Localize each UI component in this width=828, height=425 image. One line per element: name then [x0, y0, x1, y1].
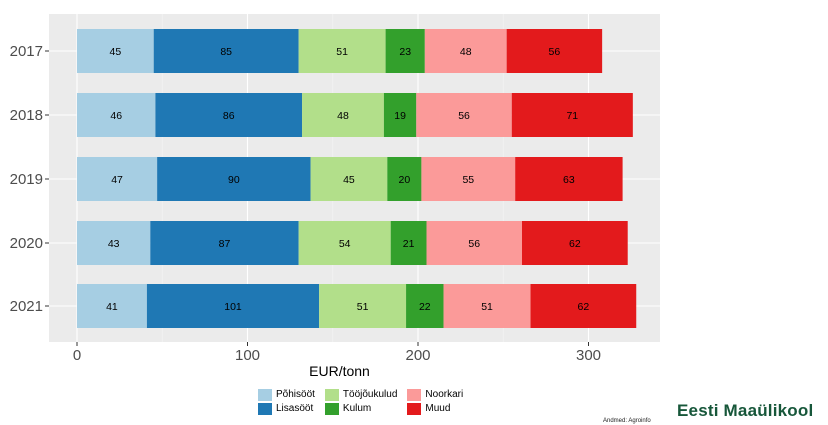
bar-segment-2017-lisasööt — [153, 29, 299, 73]
y-tick-label: 2017 — [10, 43, 43, 60]
bar-segment-2017-kulum — [385, 29, 425, 73]
bars-layer — [77, 29, 637, 328]
x-tick-label: 100 — [235, 347, 260, 364]
bar-value-label: 51 — [336, 46, 348, 58]
bar-value-label: 41 — [106, 301, 118, 313]
bar-value-label: 63 — [563, 174, 575, 186]
bar-segment-2018-lisasööt — [155, 93, 303, 137]
bar-segment-2017-muud — [506, 29, 603, 73]
y-tick-label: 2021 — [10, 298, 43, 315]
bar-value-label: 85 — [220, 46, 232, 58]
bar-value-label: 45 — [110, 46, 122, 58]
legend-item-põhisööt: Põhisööt — [258, 388, 315, 401]
legend-item-kulum: Kulum — [324, 402, 397, 415]
bar-segment-2020-põhisööt — [77, 221, 151, 265]
bar-segment-2019-kulum — [387, 157, 422, 201]
legend-key-swatch — [324, 388, 339, 401]
legend-item-muud: Muud — [407, 402, 463, 415]
bar-value-label: 43 — [108, 238, 120, 250]
bar-segment-2021-kulum — [406, 284, 444, 328]
legend-key-swatch — [258, 402, 272, 415]
bar-segment-2020-lisasööt — [150, 221, 299, 265]
bar-value-label: 46 — [110, 110, 122, 122]
y-tick-label: 2020 — [10, 235, 43, 252]
legend-label: Noorkari — [425, 389, 464, 400]
bar-value-label: 101 — [224, 301, 242, 313]
bar-segment-2021-tööjõukulud — [319, 284, 407, 328]
y-tick-label: 2018 — [10, 107, 43, 124]
x-tick-label: 300 — [576, 347, 601, 364]
bar-segment-2019-noorkari — [421, 157, 516, 201]
bar-segment-2018-noorkari — [416, 93, 512, 137]
x-tick-label: 0 — [73, 347, 81, 364]
legend-key-swatch — [258, 388, 272, 401]
bar-segment-2018-põhisööt — [77, 93, 156, 137]
legend-key-swatch — [324, 402, 339, 415]
bar-segment-2020-noorkari — [426, 221, 523, 265]
bar-value-label: 87 — [219, 238, 231, 250]
legend-label: Lisasööt — [276, 403, 314, 414]
bar-value-label: 56 — [458, 110, 470, 122]
legend-label: Muud — [425, 403, 451, 414]
bar-segment-2021-põhisööt — [77, 284, 147, 328]
bar-segment-2018-kulum — [383, 93, 417, 137]
bar-value-label: 47 — [111, 174, 123, 186]
bar-value-label: 55 — [462, 174, 474, 186]
bar-value-label: 62 — [578, 301, 590, 313]
bar-value-label: 51 — [357, 301, 369, 313]
bar-value-label: 48 — [460, 46, 472, 58]
legend-item-tööjõukulud: Tööjõukulud — [324, 388, 398, 401]
bar-value-label: 54 — [339, 238, 351, 250]
bar-segment-2021-noorkari — [443, 284, 531, 328]
bar-segment-2017-noorkari — [424, 29, 507, 73]
y-axis: 2017 2018 2019 2020 2021 — [10, 43, 49, 315]
brand-logo-text: Eesti Maaülikool — [677, 401, 814, 420]
bar-segment-2019-põhisööt — [77, 157, 158, 201]
bar-value-label: 90 — [228, 174, 240, 186]
legend-item-noorkari: Noorkari — [407, 388, 463, 401]
x-axis: 0 100 200 300 — [73, 342, 601, 364]
x-axis-label: EUR/tonn — [309, 363, 370, 379]
legend-key-swatch — [407, 402, 422, 415]
bar-segment-2020-muud — [522, 221, 628, 265]
legend-label: Tööjõukulud — [342, 389, 398, 400]
bar-value-label: 56 — [468, 238, 480, 250]
bar-value-label: 23 — [399, 46, 411, 58]
bar-segment-2020-kulum — [390, 221, 427, 265]
bar-segment-2020-tööjõukulud — [298, 221, 391, 265]
bar-value-label: 51 — [481, 301, 493, 313]
bar-segment-2021-muud — [530, 284, 637, 328]
bar-value-label: 22 — [419, 301, 431, 313]
bar-segment-2019-lisasööt — [157, 157, 311, 201]
bar-value-label: 71 — [566, 110, 578, 122]
bar-segment-2018-tööjõukulud — [302, 93, 384, 137]
bar-segment-2017-põhisööt — [77, 29, 154, 73]
bar-segment-2019-muud — [515, 157, 623, 201]
bar-segment-2017-tööjõukulud — [298, 29, 386, 73]
legend-key-swatch — [407, 388, 422, 401]
bar-segment-2019-tööjõukulud — [310, 157, 388, 201]
bar-segment-2018-muud — [511, 93, 633, 137]
bar-value-label: 21 — [403, 238, 415, 250]
value-labels-layer: 45 85 51 23 48 56 46 86 48 19 56 71 47 90 45 20 55 63 43 87… — [106, 46, 589, 313]
legend-label: Kulum — [342, 403, 372, 414]
legend-item-lisasööt: Lisasööt — [258, 402, 315, 415]
y-tick-label: 2019 — [10, 171, 43, 188]
legend-label: Põhisööt — [276, 389, 315, 400]
bar-value-label: 62 — [569, 238, 581, 250]
bar-segment-2021-lisasööt — [146, 284, 320, 328]
bar-value-label: 45 — [343, 174, 355, 186]
bar-value-label: 56 — [549, 46, 561, 58]
bar-value-label: 48 — [337, 110, 349, 122]
legend: Põhisööt Tööjõukulud Noorkari Lisasööt Kulum… — [258, 388, 463, 415]
bar-value-label: 86 — [223, 110, 235, 122]
source-note: Andmed: Agroinfo — [603, 418, 651, 424]
x-tick-label: 200 — [405, 347, 430, 364]
bar-value-label: 19 — [394, 110, 406, 122]
bar-value-label: 20 — [399, 174, 411, 186]
